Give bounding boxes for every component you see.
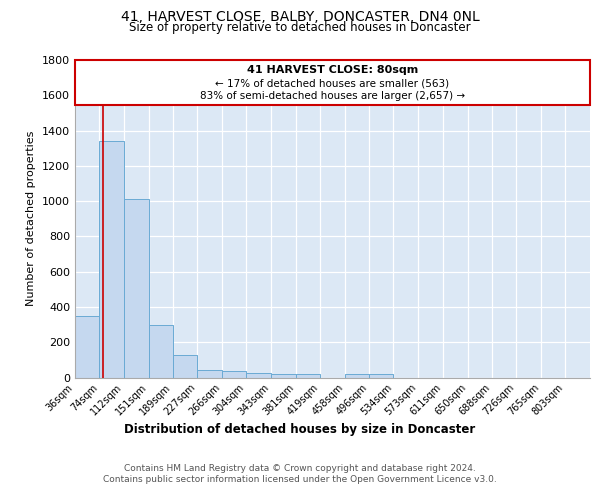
Text: Distribution of detached houses by size in Doncaster: Distribution of detached houses by size … — [124, 422, 476, 436]
Text: 41, HARVEST CLOSE, BALBY, DONCASTER, DN4 0NL: 41, HARVEST CLOSE, BALBY, DONCASTER, DN4… — [121, 10, 479, 24]
Bar — [149, 326, 173, 378]
Text: 83% of semi-detached houses are larger (2,657) →: 83% of semi-detached houses are larger (… — [200, 91, 465, 101]
Text: Contains HM Land Registry data © Crown copyright and database right 2024.: Contains HM Land Registry data © Crown c… — [124, 464, 476, 473]
Bar — [345, 374, 369, 378]
Bar — [369, 374, 394, 378]
Bar — [296, 374, 320, 378]
Bar — [100, 141, 124, 378]
Bar — [271, 374, 296, 378]
Text: Size of property relative to detached houses in Doncaster: Size of property relative to detached ho… — [129, 21, 471, 34]
Bar — [247, 372, 271, 378]
Text: 41 HARVEST CLOSE: 80sqm: 41 HARVEST CLOSE: 80sqm — [247, 65, 418, 75]
Text: ← 17% of detached houses are smaller (563): ← 17% of detached houses are smaller (56… — [215, 78, 449, 88]
Y-axis label: Number of detached properties: Number of detached properties — [26, 131, 37, 306]
Bar — [173, 354, 197, 378]
Bar — [222, 371, 247, 378]
Text: Contains public sector information licensed under the Open Government Licence v3: Contains public sector information licen… — [103, 475, 497, 484]
Bar — [75, 60, 590, 105]
Bar — [197, 370, 222, 378]
Bar — [75, 316, 100, 378]
Bar — [124, 200, 149, 378]
